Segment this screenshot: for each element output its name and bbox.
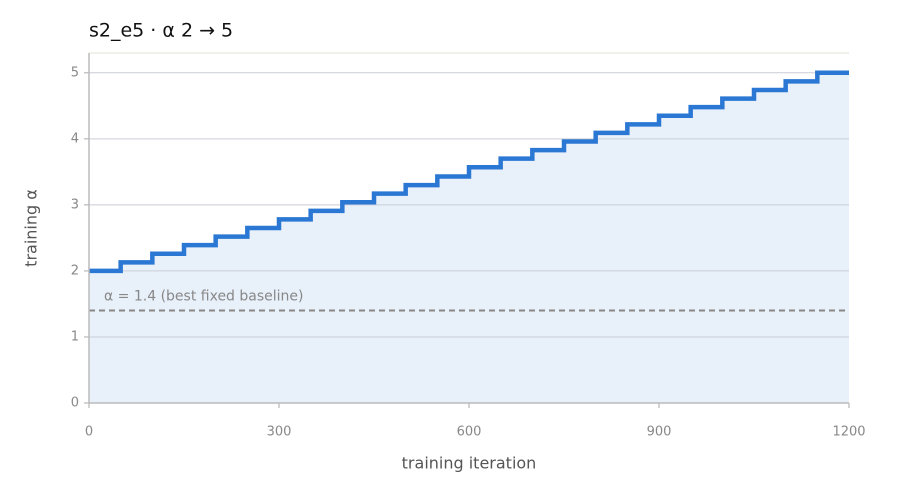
- step-line: [89, 70, 849, 274]
- x-tick-label: 600: [457, 425, 482, 440]
- x-tick-label: 1200: [832, 425, 865, 440]
- baseline-label: α = 1.4 (best fixed baseline): [104, 289, 304, 305]
- x-axis-label: training iteration: [402, 454, 537, 473]
- area-fill: [89, 72, 849, 404]
- y-tick-label: 3: [71, 197, 79, 212]
- y-tick-label: 2: [71, 263, 79, 278]
- y-axis-label: training α: [22, 189, 41, 267]
- y-tick-label: 0: [71, 396, 79, 411]
- y-tick-label: 5: [71, 65, 79, 80]
- y-tick-label: 1: [71, 329, 79, 344]
- y-tick-label: 4: [71, 131, 79, 146]
- x-tick-label: 300: [267, 425, 292, 440]
- x-tick-label: 900: [647, 425, 672, 440]
- chart-title: s2_e5 · α 2 → 5: [89, 20, 233, 42]
- x-tick-label: 0: [85, 425, 93, 440]
